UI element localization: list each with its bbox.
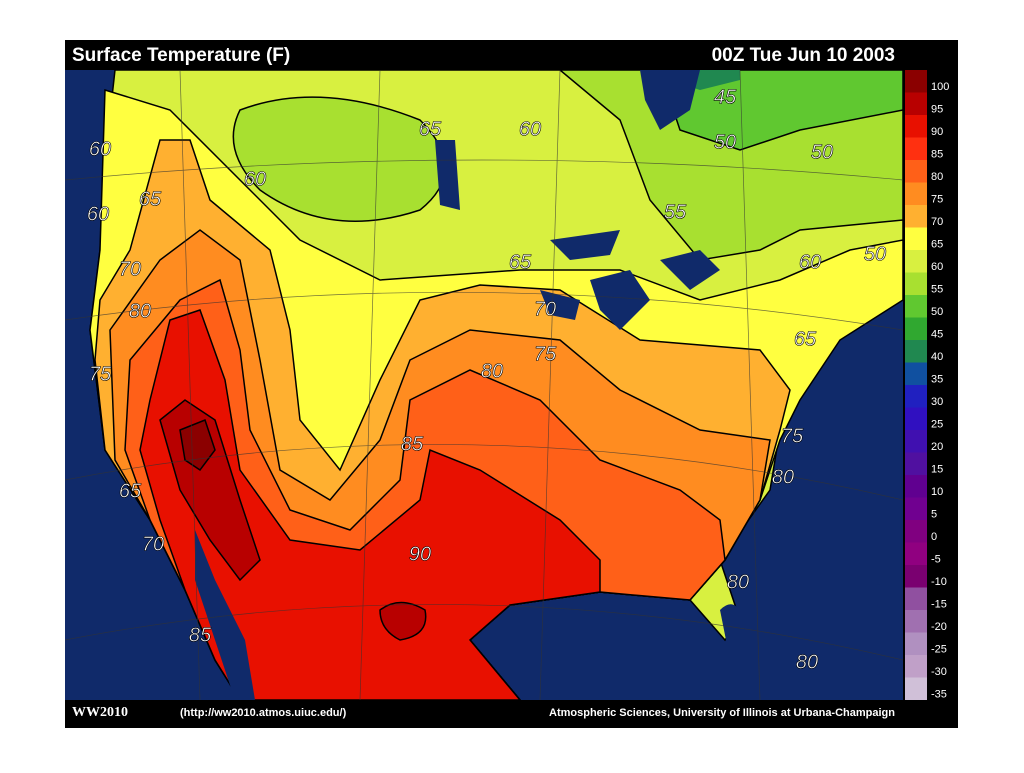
contour-label: 80	[481, 360, 503, 382]
contour-label: 70	[119, 258, 141, 280]
contour-label: 80	[129, 300, 151, 322]
contour-label: 60	[244, 168, 266, 190]
legend-label: 55	[931, 284, 943, 296]
contour-label: 85	[189, 624, 212, 646]
contour-label: 90	[409, 543, 431, 565]
legend-swatch	[905, 160, 927, 183]
legend-swatch	[905, 452, 927, 475]
credit: Atmospheric Sciences, University of Illi…	[549, 707, 895, 719]
legend-label: 45	[931, 329, 943, 341]
legend-label: 5	[931, 509, 937, 521]
contour-label: 65	[509, 251, 532, 273]
legend-swatch	[905, 362, 927, 385]
contour-label: 45	[714, 86, 737, 108]
legend-label: -5	[931, 554, 941, 566]
legend-swatch	[905, 520, 927, 543]
contour-label: 70	[142, 533, 164, 555]
map-area	[65, 70, 903, 700]
legend-swatch	[905, 475, 927, 498]
contour-label: 55	[664, 201, 687, 223]
map-title: Surface Temperature (F)	[72, 45, 290, 66]
legend-label: 10	[931, 486, 943, 498]
contour-label: 75	[781, 425, 804, 447]
legend-label: 15	[931, 464, 943, 476]
legend-label: 70	[931, 216, 943, 228]
contour-label: 50	[811, 141, 833, 163]
legend-swatch	[905, 565, 927, 588]
contour-label: 75	[534, 343, 557, 365]
legend-label: -30	[931, 666, 947, 678]
legend-swatch	[905, 70, 927, 93]
legend-swatch	[905, 430, 927, 453]
legend-swatch	[905, 497, 927, 520]
legend-label: 90	[931, 126, 943, 138]
source-url: (http://ww2010.atmos.uiuc.edu/)	[180, 707, 347, 719]
legend-label: 85	[931, 149, 943, 161]
contour-label: 65	[794, 328, 817, 350]
legend-label: -20	[931, 621, 947, 633]
contour-label: 80	[796, 651, 818, 673]
legend-label: 35	[931, 374, 943, 386]
contour-label: 60	[799, 251, 821, 273]
legend-swatch	[905, 385, 927, 408]
contour-label: 80	[727, 571, 749, 593]
legend-label: 25	[931, 419, 943, 431]
legend-label: 75	[931, 194, 943, 206]
contour-label: 85	[401, 433, 424, 455]
legend-swatch	[905, 340, 927, 363]
logo: WW2010	[72, 705, 128, 720]
legend-label: 80	[931, 171, 943, 183]
legend-swatch	[905, 137, 927, 160]
timestamp: 00Z Tue Jun 10 2003	[712, 45, 895, 66]
legend-swatch	[905, 317, 927, 340]
legend-swatch	[905, 610, 927, 633]
legend-swatch	[905, 182, 927, 205]
contour-label: 70	[534, 298, 556, 320]
legend-swatch	[905, 655, 927, 678]
contour-label: 65	[419, 118, 442, 140]
legend-swatch	[905, 542, 927, 565]
contour-label: 65	[119, 480, 142, 502]
legend-swatch	[905, 250, 927, 273]
legend-swatch	[905, 115, 927, 138]
legend-swatch	[905, 677, 927, 700]
legend-swatch	[905, 587, 927, 610]
legend-swatch	[905, 632, 927, 655]
contour-label: 80	[772, 466, 794, 488]
legend-swatch	[905, 205, 927, 228]
legend-swatch	[905, 227, 927, 250]
contour-label: 50	[864, 243, 886, 265]
legend-label: 20	[931, 441, 943, 453]
contour-label: 60	[519, 118, 541, 140]
legend-swatch	[905, 407, 927, 430]
contour-label: 60	[89, 138, 111, 160]
legend-label: 50	[931, 306, 943, 318]
legend-label: -10	[931, 576, 947, 588]
legend-swatch	[905, 295, 927, 318]
legend-label: 40	[931, 351, 943, 363]
legend-label: 95	[931, 104, 943, 116]
legend-label: 0	[931, 531, 937, 543]
contour-label: 65	[139, 188, 162, 210]
legend-label: 30	[931, 396, 943, 408]
legend-label: -25	[931, 644, 947, 656]
legend-label: 100	[931, 81, 949, 93]
contour-label: 60	[87, 203, 109, 225]
legend-label: -15	[931, 599, 947, 611]
legend-label: 60	[931, 261, 943, 273]
legend-swatch	[905, 272, 927, 295]
contour-label: 75	[89, 363, 112, 385]
legend-label: 65	[931, 239, 943, 251]
legend-label: -35	[931, 689, 947, 701]
legend-swatch	[905, 92, 927, 115]
contour-label: 50	[714, 131, 736, 153]
